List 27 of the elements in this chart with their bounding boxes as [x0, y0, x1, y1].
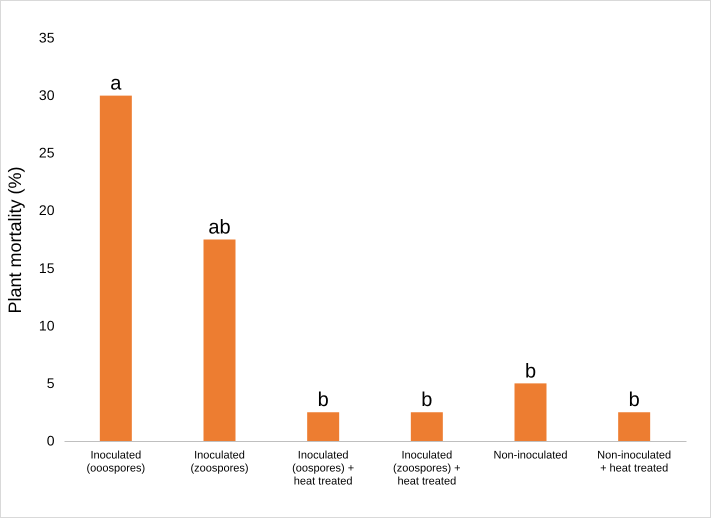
- y-tick-label: 0: [46, 432, 55, 448]
- data-label: b: [628, 389, 640, 412]
- x-tick-label: Non-inoculated: [494, 450, 568, 462]
- x-tick-label: Inoculated (ooospores): [86, 450, 146, 474]
- data-label: a: [110, 72, 122, 95]
- bar: [410, 412, 443, 441]
- y-tick-label: 25: [38, 144, 55, 161]
- x-tick-label: Inoculated (oospores) + heat treated: [292, 450, 354, 488]
- y-axis-title: Plant mortality (%): [4, 166, 25, 314]
- y-tick-label: 20: [38, 202, 55, 218]
- bar: [100, 96, 132, 441]
- data-label: b: [524, 360, 536, 382]
- bar: [618, 412, 650, 441]
- y-tick-label: 35: [38, 30, 55, 46]
- y-tick-label: 30: [38, 87, 55, 104]
- data-label: b: [318, 389, 329, 412]
- y-tick-label: 5: [46, 374, 55, 391]
- data-label: ab: [208, 216, 231, 238]
- x-tick-label: Inoculated (zoospores): [190, 450, 249, 474]
- y-tick-label: 10: [38, 317, 55, 334]
- bar: [204, 240, 236, 441]
- bar: [514, 383, 546, 441]
- x-tick-label: Inoculated (zoospores) + heat treated: [393, 450, 461, 488]
- x-tick-label: Non-inoculated + heat treated: [597, 450, 672, 474]
- y-tick-label: 15: [38, 260, 55, 276]
- bar: [307, 412, 340, 441]
- data-label: b: [421, 389, 432, 412]
